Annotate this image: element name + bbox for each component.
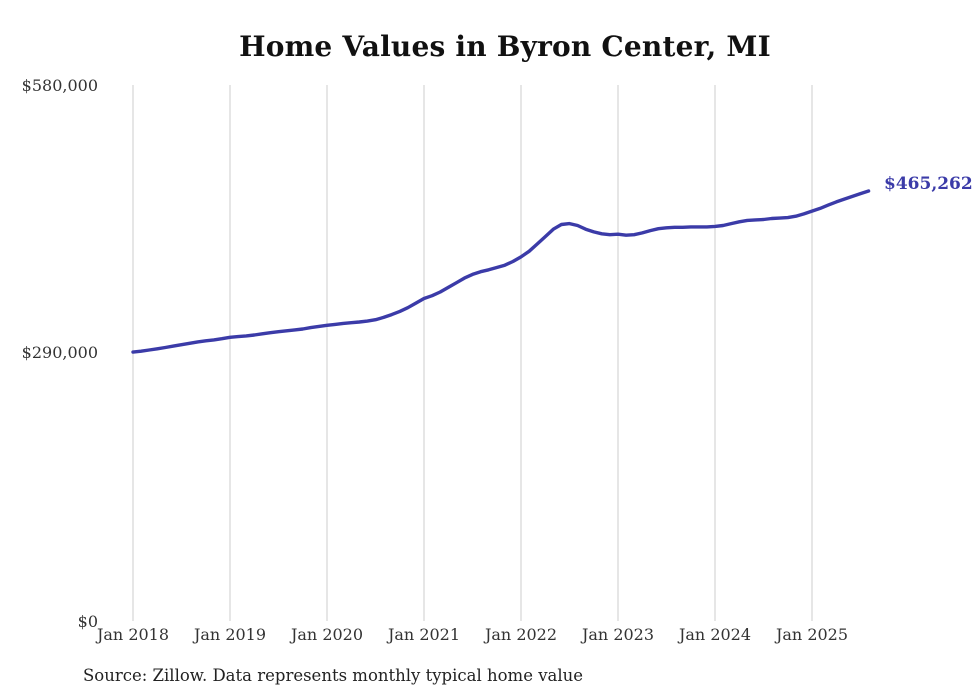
y-axis-tick-580000: $580,000 (21, 76, 98, 95)
x-axis-tick-jan-2020: Jan 2020 (290, 625, 364, 644)
chart-title: Home Values in Byron Center, MI (239, 30, 771, 63)
x-axis-tick-jan-2018: Jan 2018 (96, 625, 170, 644)
y-axis-tick-0: $0 (77, 612, 98, 631)
vertical-gridlines (132, 85, 813, 621)
x-axis-tick-jan-2024: Jan 2024 (678, 625, 752, 644)
home-value-series-line (131, 189, 871, 354)
y-axis-tick-290000: $290,000 (21, 343, 98, 362)
x-axis-tick-jan-2025: Jan 2025 (775, 625, 849, 644)
x-axis-tick-jan-2022: Jan 2022 (484, 625, 558, 644)
x-axis-tick-jan-2023: Jan 2023 (581, 625, 655, 644)
x-axis-tick-jan-2021: Jan 2021 (387, 625, 461, 644)
source-attribution: Source: Zillow. Data represents monthly … (83, 666, 584, 685)
x-axis-tick-jan-2019: Jan 2019 (193, 625, 267, 644)
latest-value-label: $465,262 (884, 174, 973, 194)
